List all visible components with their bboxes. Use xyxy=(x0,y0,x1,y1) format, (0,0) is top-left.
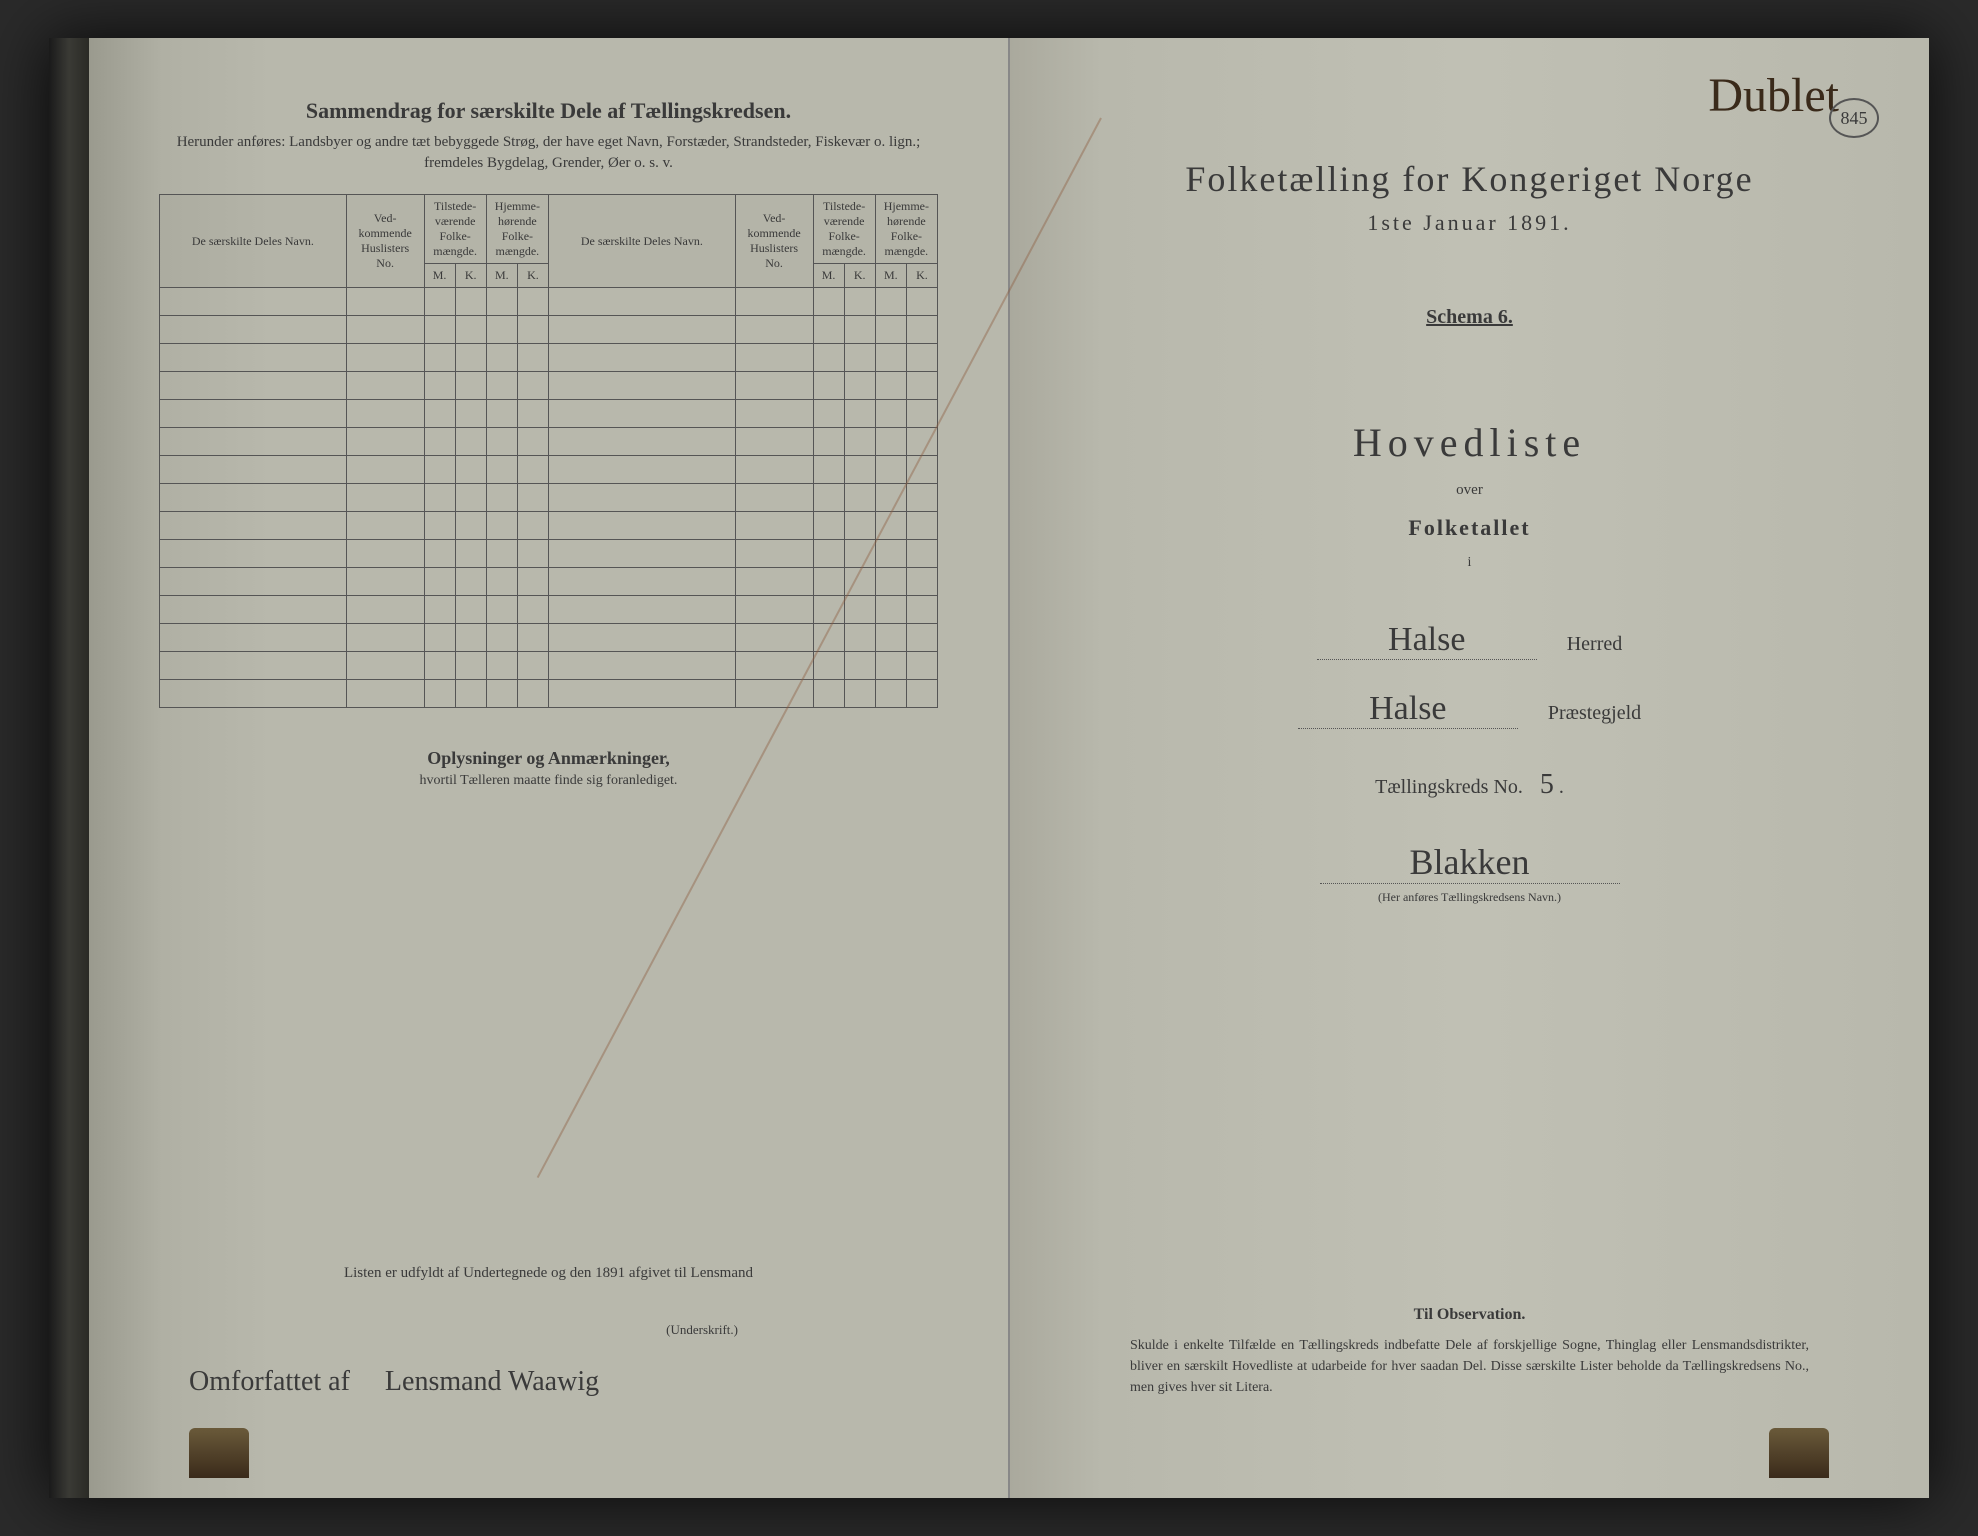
schema-label: Schema 6. xyxy=(1080,306,1859,329)
th-m: M. xyxy=(486,264,517,288)
table-row xyxy=(160,512,938,540)
handwritten-signature: Omforfattet af Lensmand Waawig xyxy=(189,1366,599,1398)
table-row xyxy=(160,652,938,680)
right-content: Folketælling for Kongeriget Norge 1ste J… xyxy=(1080,98,1859,905)
th-k: K. xyxy=(517,264,548,288)
th-no: Ved-kommende Huslisters No. xyxy=(346,195,424,288)
table-row xyxy=(160,624,938,652)
kreds-name-handwritten: Blakken xyxy=(1320,841,1620,884)
census-title: Folketælling for Kongeriget Norge xyxy=(1080,158,1859,200)
table-row xyxy=(160,456,938,484)
hovedliste-title: Hovedliste xyxy=(1080,419,1859,466)
th-k: K. xyxy=(906,264,937,288)
left-title: Sammendrag for særskilte Dele af Tælling… xyxy=(159,98,938,124)
kreds-label: Tællingskreds No. xyxy=(1375,776,1523,798)
summary-table: De særskilte Deles Navn. Ved-kommende Hu… xyxy=(159,194,938,708)
kreds-no: 5 xyxy=(1540,769,1554,800)
hw-omforfattet: Omforfattet af xyxy=(189,1366,350,1397)
praeste-handwritten: Halse xyxy=(1298,690,1518,729)
th-hjemme: Hjemme-hørende Folke-mængde. xyxy=(486,195,548,264)
praeste-label: Præstegjeld xyxy=(1548,702,1641,725)
binder-clip-left xyxy=(189,1428,249,1478)
listen-line: Listen er udfyldt af Undertegnede og den… xyxy=(159,1265,938,1338)
book-spread: Sammendrag for særskilte Dele af Tælling… xyxy=(49,38,1929,1498)
table-row xyxy=(160,372,938,400)
table-row xyxy=(160,400,938,428)
th-k: K. xyxy=(844,264,875,288)
table-row xyxy=(160,428,938,456)
th-k: K. xyxy=(455,264,486,288)
table-row xyxy=(160,288,938,316)
oplysninger-block: Oplysninger og Anmærkninger, hvortil Tæl… xyxy=(159,748,938,789)
kreds-name-line: Blakken (Her anføres Tællingskredsens Na… xyxy=(1080,841,1859,905)
oplysninger-title: Oplysninger og Anmærkninger, xyxy=(159,748,938,769)
th-no2: Ved-kommende Huslisters No. xyxy=(735,195,813,288)
table-row xyxy=(160,568,938,596)
underskrift-label: (Underskrift.) xyxy=(159,1322,738,1338)
census-date: 1ste Januar 1891. xyxy=(1080,210,1859,236)
listen-text: Listen er udfyldt af Undertegnede og den… xyxy=(159,1265,938,1282)
binder-clip-right xyxy=(1769,1428,1829,1478)
th-tilstede2: Tilstede-værende Folke-mængde. xyxy=(813,195,875,264)
th-tilstede: Tilstede-værende Folke-mængde. xyxy=(424,195,486,264)
th-name: De særskilte Deles Navn. xyxy=(160,195,347,288)
table-row xyxy=(160,484,938,512)
observation-body: Skulde i enkelte Tilfælde en Tællingskre… xyxy=(1130,1335,1809,1398)
observation-title: Til Observation. xyxy=(1130,1303,1809,1327)
th-m: M. xyxy=(813,264,844,288)
kreds-no-line: Tællingskreds No. 5 . xyxy=(1080,769,1859,801)
page-stamp: 845 xyxy=(1829,98,1879,138)
th-m: M. xyxy=(875,264,906,288)
table-row xyxy=(160,596,938,624)
th-m: M. xyxy=(424,264,455,288)
right-page: Dublet 845 Folketælling for Kongeriget N… xyxy=(1010,38,1929,1498)
folketallet-label: Folketallet xyxy=(1080,515,1859,541)
kreds-sub: (Her anføres Tællingskredsens Navn.) xyxy=(1080,890,1859,905)
herred-line: Halse Herred xyxy=(1080,621,1859,660)
hw-lensmand: Lensmand Waawig xyxy=(385,1366,599,1397)
table-row xyxy=(160,540,938,568)
herred-handwritten: Halse xyxy=(1317,621,1537,660)
th-hjemme2: Hjemme-hørende Folke-mængde. xyxy=(875,195,937,264)
i-label: i xyxy=(1080,555,1859,571)
left-page: Sammendrag for særskilte Dele af Tælling… xyxy=(89,38,1010,1498)
handwritten-dublet: Dublet xyxy=(1708,68,1839,123)
herred-label: Herred xyxy=(1567,633,1623,656)
book-spine xyxy=(49,38,89,1498)
table-row xyxy=(160,344,938,372)
th-name2: De særskilte Deles Navn. xyxy=(548,195,735,288)
table-row xyxy=(160,680,938,708)
praestegjeld-line: Halse Præstegjeld xyxy=(1080,690,1859,729)
table-row xyxy=(160,316,938,344)
over-label: over xyxy=(1080,482,1859,499)
left-subtitle: Herunder anføres: Landsbyer og andre tæt… xyxy=(159,132,938,174)
observation-block: Til Observation. Skulde i enkelte Tilfæl… xyxy=(1130,1303,1809,1398)
oplysninger-sub: hvortil Tælleren maatte finde sig foranl… xyxy=(159,773,938,789)
